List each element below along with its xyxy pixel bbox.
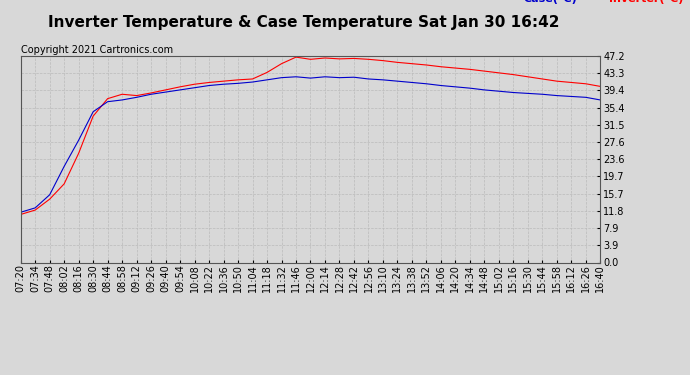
Text: Inverter Temperature & Case Temperature Sat Jan 30 16:42: Inverter Temperature & Case Temperature … [48,15,560,30]
Legend: Case(°C), Inverter(°C): Case(°C), Inverter(°C) [494,0,687,9]
Text: Copyright 2021 Cartronics.com: Copyright 2021 Cartronics.com [21,45,172,55]
